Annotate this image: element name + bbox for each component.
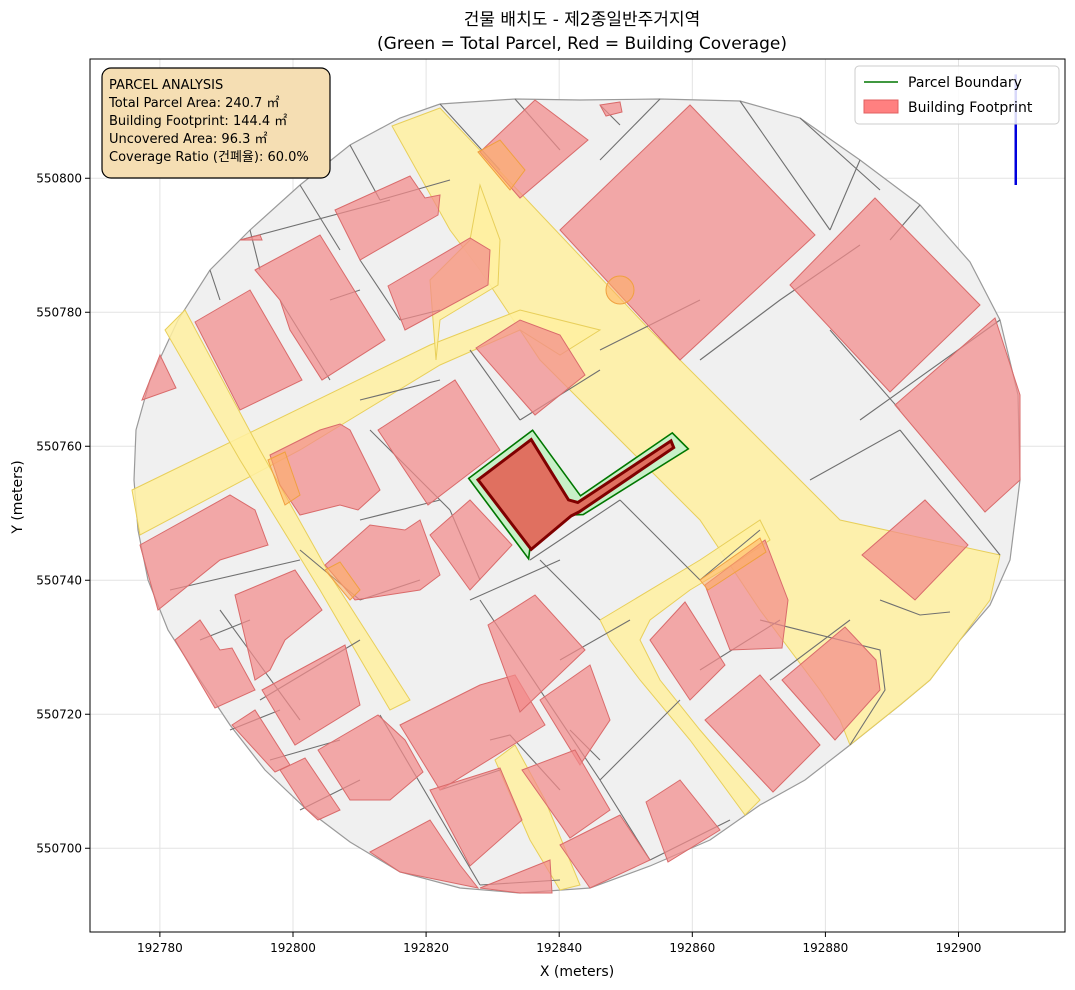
building-footprint — [317, 714, 424, 801]
building-footprint — [539, 664, 611, 766]
building-footprint — [234, 569, 323, 681]
info-line-total-area: Total Parcel Area: 240.7 ㎡ — [108, 96, 279, 111]
building-footprint — [141, 353, 177, 401]
x-tick-label: 192880 — [803, 941, 849, 955]
x-axis-ticks: 192780 192800 192820 192840 192860 192880 1929… — [137, 932, 981, 955]
plot-frame — [89, 58, 1066, 933]
chart-title-line2: (Green = Total Parcel, Red = Building Co… — [377, 34, 787, 54]
building-footprint — [559, 814, 651, 889]
x-tick-label: 192800 — [270, 941, 316, 955]
building-footprint — [174, 619, 256, 709]
y-tick-label: 550780 — [36, 305, 82, 319]
building-footprint — [861, 499, 969, 601]
building-footprint — [645, 779, 721, 863]
building-road-overlap — [267, 451, 301, 506]
building-footprint — [649, 601, 726, 701]
building-footprint — [599, 101, 623, 117]
building-road-overlap — [477, 139, 526, 191]
building-road-overlap — [324, 561, 361, 601]
building-footprint — [254, 234, 386, 381]
legend-building-label: Building Footprint — [908, 100, 1033, 116]
y-tick-label: 550760 — [36, 439, 82, 453]
building-footprint — [521, 749, 611, 839]
building-footprint — [334, 175, 441, 261]
building-footprint — [479, 859, 553, 894]
chart-title-line1: 건물 배치도 - 제2종일반주거지역 — [464, 10, 700, 30]
legend: Parcel Boundary Building Footprint — [854, 65, 1060, 125]
building-footprints — [139, 99, 1021, 894]
info-box-heading: PARCEL ANALYSIS — [109, 78, 223, 93]
building-footprint — [194, 289, 303, 411]
info-line-uncovered: Uncovered Area: 96.3 ㎡ — [109, 132, 268, 147]
building-footprint — [429, 767, 523, 867]
x-tick-label: 192780 — [137, 941, 183, 955]
building-footprint — [475, 319, 586, 416]
building-footprint — [261, 644, 361, 746]
plot-area — [89, 58, 1066, 933]
building-footprint — [369, 819, 480, 889]
building-road-overlap — [699, 537, 767, 591]
info-box-background — [101, 67, 331, 179]
building-footprint — [324, 519, 441, 601]
building-footprint — [704, 674, 821, 793]
y-tick-label: 550800 — [36, 171, 82, 185]
road-south-vertical — [494, 744, 581, 891]
building-footprint — [894, 317, 1021, 513]
building-footprint — [429, 499, 513, 591]
info-line-coverage: Coverage Ratio (건폐율): 60.0% — [109, 150, 309, 165]
legend-parcel-label: Parcel Boundary — [908, 75, 1022, 91]
building-footprint — [789, 197, 981, 393]
legend-background — [854, 65, 1060, 125]
info-line-footprint: Building Footprint: 144.4 ㎡ — [109, 114, 287, 129]
legend-building-swatch — [863, 99, 899, 114]
roads — [131, 107, 1001, 891]
x-tick-label: 192860 — [669, 941, 715, 955]
building-footprint — [387, 237, 491, 331]
building-footprint — [487, 594, 586, 713]
y-tick-label: 550700 — [36, 841, 82, 855]
y-tick-label: 550720 — [36, 707, 82, 721]
building-footprint — [279, 757, 341, 821]
x-axis-label: X (meters) — [540, 964, 614, 980]
x-tick-label: 192840 — [536, 941, 582, 955]
y-tick-label: 550740 — [36, 573, 82, 587]
building-footprint — [781, 626, 881, 741]
building-road-overlap — [605, 275, 635, 305]
building-footprint — [239, 234, 263, 241]
x-tick-label: 192820 — [403, 941, 449, 955]
target-building-footprint — [475, 437, 676, 552]
building-footprint — [377, 379, 501, 506]
x-tick-label: 192900 — [936, 941, 982, 955]
building-footprint — [139, 494, 269, 611]
y-axis-ticks: 550700 550720 550740 550760 550780 550800 — [36, 171, 90, 855]
y-axis-label: Y (meters) — [10, 460, 26, 534]
parcel-analysis-box: PARCEL ANALYSIS Total Parcel Area: 240.7… — [101, 67, 331, 179]
road-west-vertical — [164, 309, 411, 711]
